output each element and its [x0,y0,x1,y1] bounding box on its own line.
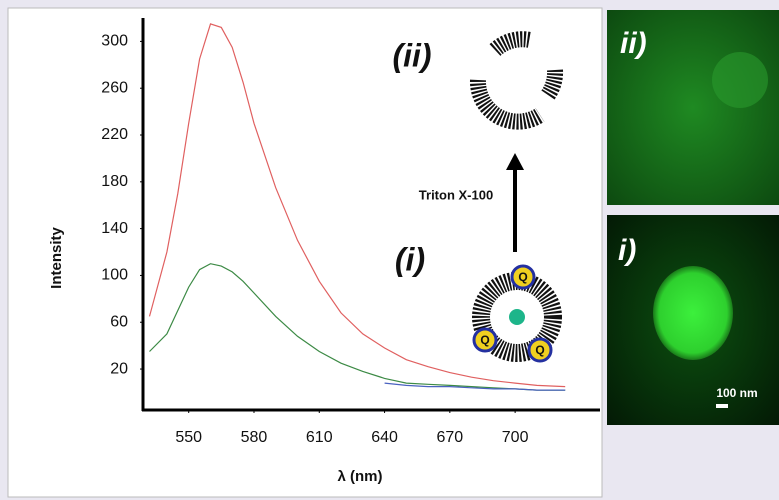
spectrum [384,382,566,391]
micrograph-top [607,10,779,205]
scale-label: 100 nm [716,386,757,400]
annotation: (i) [395,241,425,277]
quencher-label: Q [480,333,489,347]
x-tick-label: 700 [502,429,529,446]
panel-label: ii) [620,27,647,60]
scale-bar [716,404,728,408]
quencher [472,327,498,353]
y-tick-label: 20 [110,360,128,377]
blob [712,52,768,108]
y-tick-label: 260 [101,79,128,96]
spectrum [148,23,566,388]
x-axis-title: λ (nm) [338,468,383,485]
panel-label: i) [618,234,636,267]
vesicle [653,266,733,360]
x-tick-label: 610 [306,429,333,446]
y-tick-label: 100 [101,267,128,284]
quencher-label: Q [518,270,527,284]
x-tick-label: 550 [175,429,202,446]
y-tick-label: 220 [101,126,128,143]
quencher-label: Q [535,343,544,357]
spectrum [149,263,566,391]
x-tick-label: 670 [436,429,463,446]
x-tick-label: 580 [241,429,268,446]
dye [509,309,525,325]
arrow-head [506,153,524,170]
y-axis-title: Intensity [48,227,65,289]
x-tick-label: 640 [371,429,398,446]
y-tick-label: 60 [110,313,128,330]
quencher [510,264,536,290]
annotation: Triton X-100 [419,187,493,202]
y-tick-label: 300 [101,33,128,50]
chart-panel [7,7,603,498]
y-tick-label: 180 [101,173,128,190]
y-tick-label: 140 [101,220,128,237]
broken-micelle [469,31,564,130]
annotation: (ii) [392,37,431,73]
quencher [527,337,553,363]
